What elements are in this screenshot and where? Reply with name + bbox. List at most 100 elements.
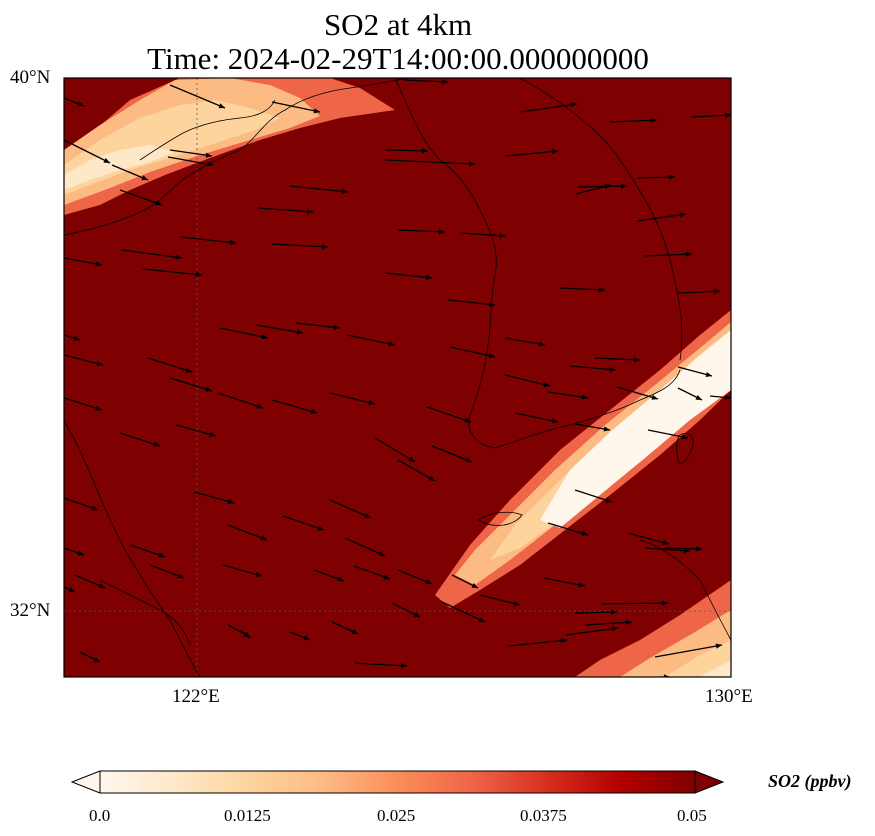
wind-arrow (331, 621, 359, 635)
coastline-korea-east (519, 78, 683, 361)
coastline-yangtze (99, 579, 191, 646)
wind-arrow (282, 515, 325, 531)
wind-arrow (119, 189, 163, 206)
wind-arrow (677, 387, 703, 401)
wind-arrow (574, 489, 613, 503)
wind-arrow (601, 600, 669, 606)
wind-arrow (664, 546, 703, 552)
wind-arrow (384, 272, 433, 280)
lon-label-130e: 130°E (705, 686, 753, 707)
wind-arrow (543, 577, 586, 588)
coastlines (64, 78, 731, 677)
wind-arrow (647, 429, 689, 440)
wind-arrow (547, 522, 589, 536)
wind-arrow (691, 112, 731, 118)
wind-arrow (353, 565, 391, 580)
wind-arrow (64, 139, 111, 164)
coastline-china-east (64, 419, 201, 677)
wind-arrow (404, 79, 449, 85)
lat-label-32n: 32°N (10, 600, 51, 621)
wind-arrow (644, 251, 693, 257)
wind-arrow (289, 631, 311, 641)
wind-arrow (271, 101, 321, 114)
wind-arrow (193, 491, 235, 504)
wind-arrow (479, 594, 521, 607)
wind-arrow (397, 459, 436, 482)
wind-arrow (547, 391, 589, 400)
wind-arrow (384, 148, 429, 154)
wind-arrow (74, 574, 106, 589)
wind-arrow (257, 207, 314, 215)
colorbar (70, 770, 725, 794)
wind-arrow (142, 268, 203, 277)
wind-arrow (627, 532, 670, 545)
wind-arrow (346, 334, 396, 347)
wind-arrow (344, 537, 386, 557)
wind-arrow (227, 524, 268, 541)
wind-arrow (616, 386, 659, 400)
wind-arrow (219, 327, 269, 340)
colorbar-tick-4: 0.05 (677, 806, 707, 825)
wind-arrow (149, 564, 185, 579)
wind-arrow (431, 445, 473, 463)
wind-arrow (64, 586, 76, 593)
wind-arrow (449, 346, 496, 359)
wind-arrow (169, 149, 213, 158)
wind-arrow (354, 662, 408, 669)
wind-arrow (222, 564, 263, 577)
wind-arrow (594, 357, 641, 363)
wind-arrow (384, 159, 476, 167)
wind-arrow (64, 397, 103, 411)
wind-arrow (441, 601, 486, 623)
lat-label-40n: 40°N (10, 67, 51, 88)
wind-arrow (64, 97, 85, 107)
wind-arrow (374, 437, 416, 463)
wind-arrow (504, 337, 546, 347)
colorbar-tick-1: 0.0125 (224, 806, 271, 825)
wind-arrow (504, 374, 551, 388)
wind-arrow (654, 643, 723, 658)
map-area (64, 78, 731, 677)
wind-arrow (677, 288, 721, 294)
wind-arrow (519, 102, 578, 113)
wind-arrow (644, 547, 691, 554)
so2-field-background (64, 78, 731, 677)
wind-arrow (64, 257, 103, 267)
wind-arrow (147, 357, 193, 373)
wind-arrow (111, 164, 149, 181)
wind-arrow (447, 299, 496, 307)
wind-arrow (64, 354, 104, 367)
wind-arrow (559, 287, 606, 293)
wind-arrow (64, 547, 85, 556)
wind-arrow (175, 424, 217, 437)
wind-arrow (451, 574, 479, 589)
colorbar-tick-3: 0.0375 (520, 806, 567, 825)
gridlines (64, 78, 731, 677)
wind-arrow (129, 544, 166, 558)
wind-arrow (217, 392, 264, 409)
wind-arrow (574, 609, 618, 615)
wind-arrow (179, 236, 237, 245)
wind-arrow (64, 497, 99, 511)
coastline-korea-south (494, 369, 681, 449)
wind-arrow (329, 499, 372, 519)
wind-arrow (677, 366, 713, 377)
wind-arrow (169, 84, 226, 109)
wind-arrow (397, 569, 433, 585)
coastline-tsushima (676, 432, 694, 464)
colorbar-title: SO2 (ppbv) (768, 771, 852, 791)
coastline-liaodong (139, 99, 276, 161)
wind-arrow (507, 638, 568, 647)
wind-arrow (574, 423, 611, 432)
wind-arrow (565, 626, 619, 636)
wind-arrow (295, 322, 341, 330)
wind-arrow (609, 117, 658, 123)
coastline-jeju (477, 511, 523, 526)
wind-arrow (396, 229, 446, 235)
wind-arrow (514, 412, 559, 424)
wind-arrow (504, 148, 559, 157)
wind-arrow (584, 619, 633, 626)
wind-arrow (637, 174, 676, 180)
colorbar-extend-min (70, 770, 101, 794)
so2-plume-southeast (435, 310, 731, 608)
